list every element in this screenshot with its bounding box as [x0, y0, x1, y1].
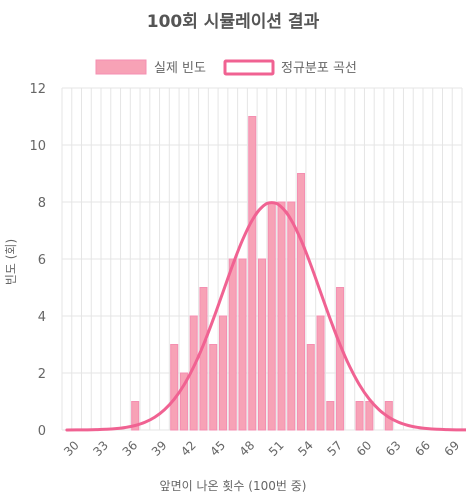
histogram-bar[interactable] — [297, 173, 306, 431]
histogram-bar[interactable] — [316, 315, 325, 431]
histogram-bar[interactable] — [248, 116, 257, 431]
x-axis-ticks: 30 33 36 39 42 45 48 51 54 57 60 63 66 69 — [61, 438, 462, 459]
x-tick-label: 42 — [178, 438, 199, 459]
histogram-bar[interactable] — [199, 287, 208, 431]
y-tick-label: 0 — [38, 424, 46, 439]
histogram-bar[interactable] — [365, 401, 374, 431]
legend-swatch-bars[interactable] — [95, 59, 147, 75]
line-series — [65, 201, 466, 432]
x-tick-label: 57 — [324, 438, 345, 459]
x-tick-label: 30 — [61, 438, 82, 459]
histogram-bar[interactable] — [257, 258, 267, 431]
x-tick-label: 63 — [383, 438, 404, 459]
histogram-bar[interactable] — [277, 201, 286, 431]
legend-label-bars[interactable]: 실제 빈도 — [154, 61, 206, 76]
legend-swatch-line[interactable] — [223, 59, 275, 76]
x-tick-label: 36 — [120, 438, 141, 459]
legend-label-line[interactable]: 정규분포 곡선 — [281, 61, 357, 76]
histogram-bar[interactable] — [218, 315, 227, 431]
legend: 실제 빈도 정규분포 곡선 — [95, 59, 357, 76]
histogram-bar[interactable] — [336, 287, 345, 431]
x-tick-label: 60 — [354, 438, 375, 459]
histogram-bar[interactable] — [355, 401, 364, 431]
histogram-bar[interactable] — [170, 344, 179, 431]
histogram-bar[interactable] — [131, 401, 140, 431]
histogram-bar[interactable] — [267, 201, 276, 431]
x-tick-label: 69 — [442, 438, 463, 459]
chart-title: 100회 시뮬레이션 결과 — [147, 12, 320, 32]
histogram-bar[interactable] — [209, 344, 218, 431]
y-tick-label: 6 — [38, 253, 46, 268]
y-axis-ticks: 0 2 4 6 8 10 12 — [29, 82, 46, 439]
y-tick-label: 12 — [29, 82, 46, 97]
y-tick-label: 10 — [29, 139, 46, 154]
x-tick-label: 39 — [149, 438, 170, 459]
y-tick-label: 2 — [38, 367, 46, 382]
histogram-bar[interactable] — [238, 258, 247, 431]
y-tick-label: 8 — [38, 196, 46, 211]
histogram-bar[interactable] — [228, 258, 237, 431]
y-tick-label: 4 — [38, 310, 46, 325]
bar-series — [131, 116, 393, 431]
x-tick-label: 66 — [412, 438, 433, 459]
y-axis-title: 빈도 (회) — [4, 239, 18, 285]
normal-curve-line[interactable] — [65, 201, 466, 432]
grid — [61, 87, 463, 431]
histogram-bar[interactable] — [306, 344, 315, 431]
x-tick-label: 48 — [237, 438, 258, 459]
x-tick-label: 54 — [295, 438, 316, 459]
x-tick-label: 33 — [90, 438, 111, 459]
x-tick-label: 51 — [266, 438, 287, 459]
x-tick-label: 45 — [207, 438, 228, 459]
histogram-bar[interactable] — [326, 401, 335, 431]
histogram-bar[interactable] — [287, 201, 296, 431]
x-axis-title: 앞면이 나온 횟수 (100번 중) — [160, 479, 307, 493]
histogram-bar[interactable] — [179, 372, 188, 431]
